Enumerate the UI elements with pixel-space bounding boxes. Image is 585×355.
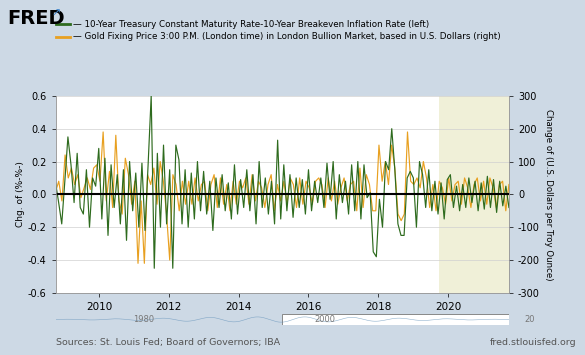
- Text: 2000: 2000: [314, 315, 335, 324]
- Text: ↗: ↗: [51, 9, 61, 19]
- Text: 1980: 1980: [133, 315, 154, 324]
- Y-axis label: Chg. of (%-%-): Chg. of (%-%-): [16, 162, 25, 227]
- Bar: [282, 314, 509, 325]
- Bar: [439, 96, 509, 293]
- Text: — Gold Fixing Price 3:00 P.M. (London time) in London Bullion Market, based in U: — Gold Fixing Price 3:00 P.M. (London ti…: [73, 32, 500, 42]
- Text: FRED: FRED: [7, 9, 65, 28]
- Y-axis label: Change of (U.S. Dollars per Troy Ounce): Change of (U.S. Dollars per Troy Ounce): [544, 109, 553, 280]
- Text: — 10-Year Treasury Constant Maturity Rate-10-Year Breakeven Inflation Rate (left: — 10-Year Treasury Constant Maturity Rat…: [73, 20, 429, 29]
- Text: 20: 20: [524, 315, 535, 324]
- Text: Sources: St. Louis Fed; Board of Governors; IBA: Sources: St. Louis Fed; Board of Governo…: [56, 338, 280, 347]
- Text: fred.stlouisfed.org: fred.stlouisfed.org: [490, 338, 576, 347]
